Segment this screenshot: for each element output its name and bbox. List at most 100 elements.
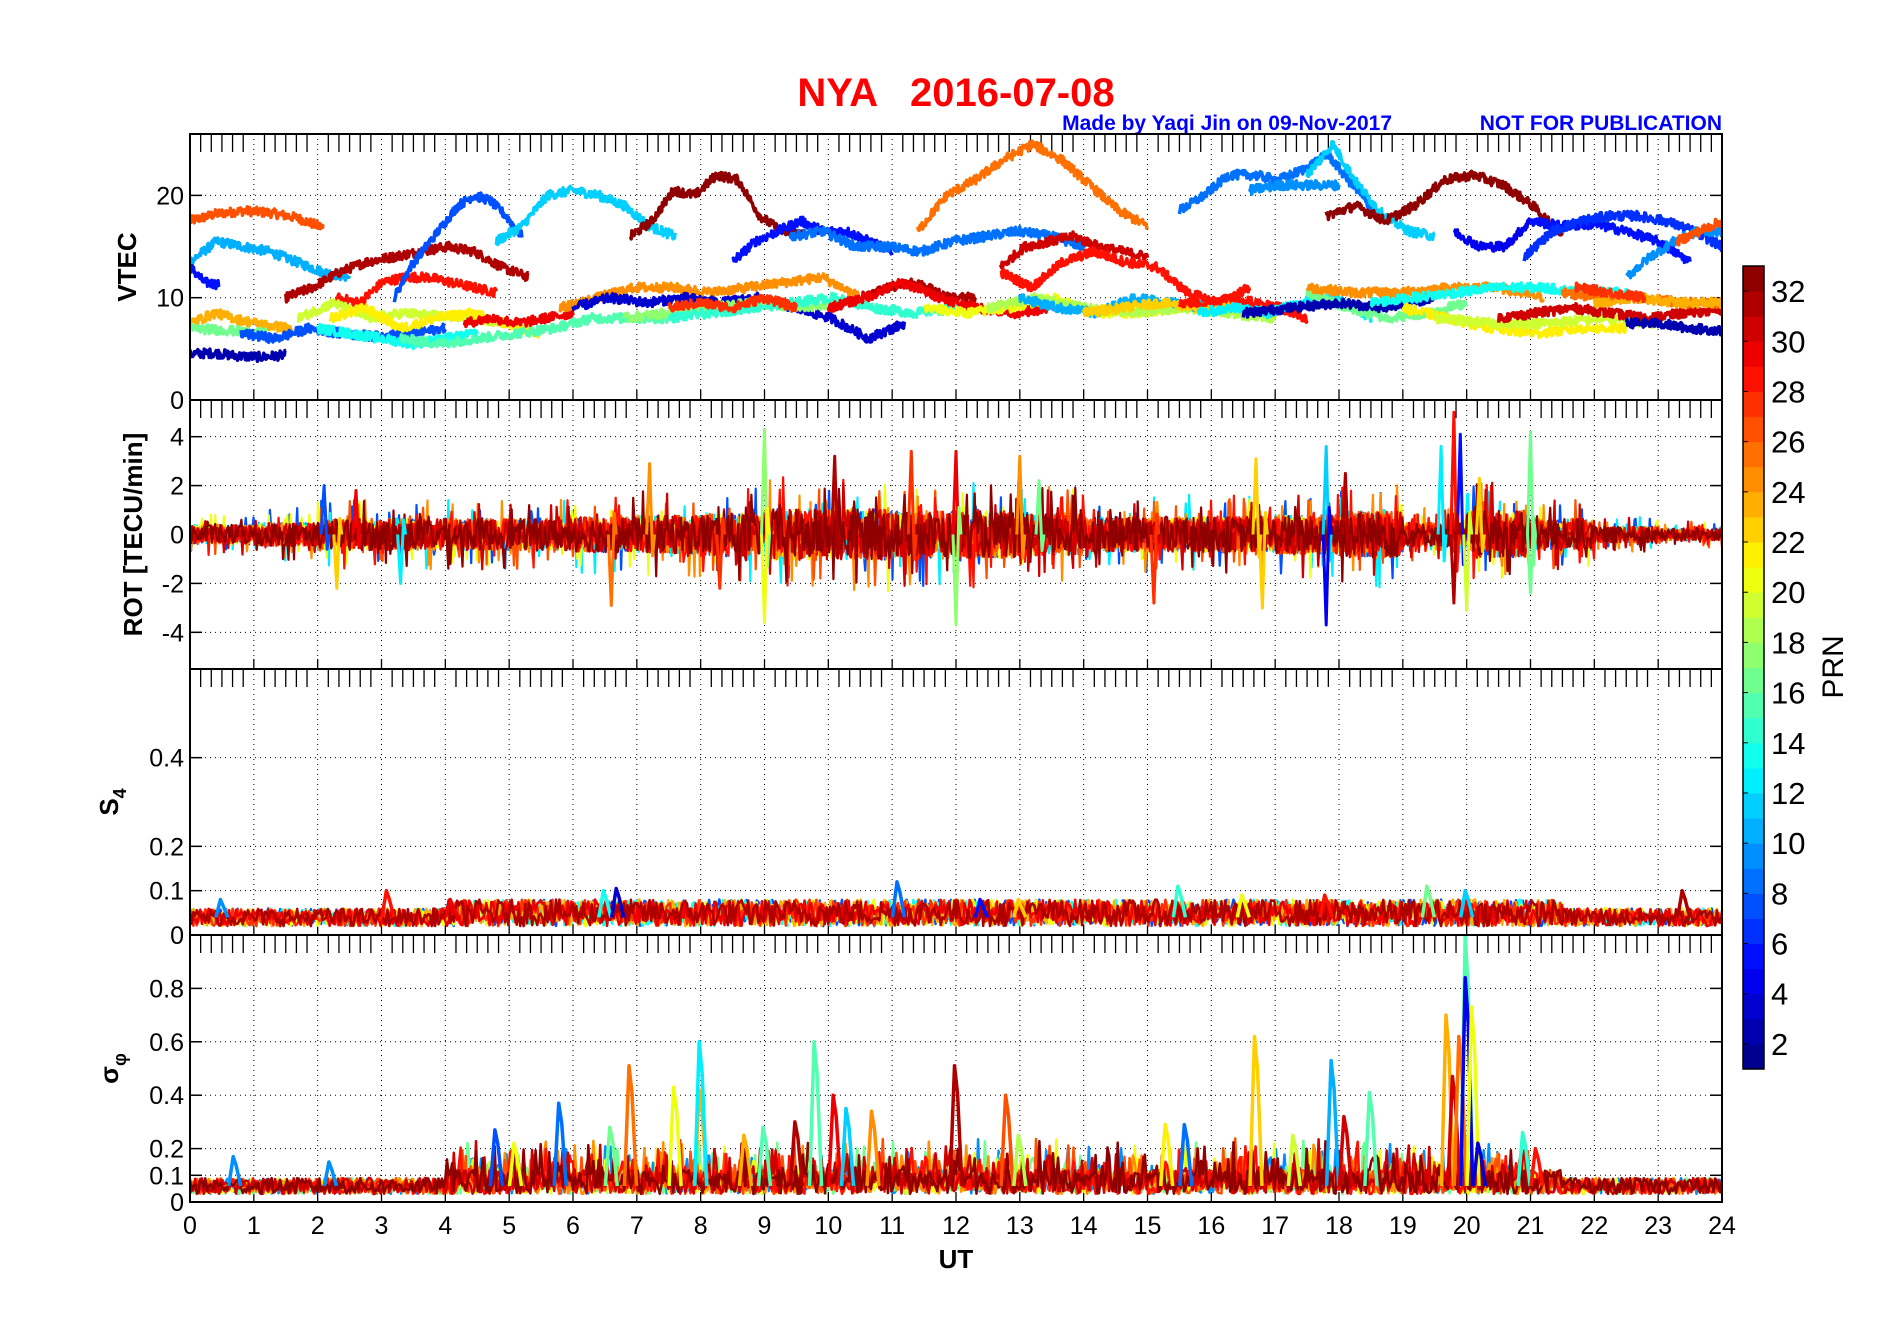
vtec-trace-prn-21	[328, 302, 543, 339]
colorbar-level	[1743, 767, 1764, 794]
y-tick-label: 2	[170, 473, 184, 501]
panel-rot: -4 -2 0 2 4 ROT [TECU/min]	[118, 399, 1723, 670]
data-sigma	[190, 935, 1722, 1196]
y-tick-label: -2	[162, 570, 184, 598]
rot-spike-prn-25	[606, 511, 618, 607]
rot-spike-prn-16	[1526, 430, 1537, 567]
colorbar-tick-label: 8	[1771, 876, 1788, 911]
s4-spike-prn-22	[1012, 897, 1028, 918]
colorbar-tick-label: 14	[1771, 726, 1805, 761]
colorbar-level	[1743, 291, 1764, 317]
sigma-spike-prn-9	[322, 1160, 339, 1187]
colorbar-level	[1743, 818, 1764, 844]
y-tick-label: 0.2	[149, 833, 184, 861]
sigma-spike-prn-30	[1446, 1074, 1462, 1187]
y-axis-label-vtec: VTEC	[112, 232, 142, 302]
colorbar-tick-label: 26	[1771, 425, 1805, 460]
colorbar-tick-label: 30	[1771, 324, 1805, 359]
y-axis-label-text: VTEC	[112, 232, 142, 302]
x-tick-label: 14	[1070, 1212, 1098, 1240]
x-tick-label: 15	[1134, 1212, 1162, 1240]
colorbar-level	[1743, 642, 1764, 668]
colorbar-tick-label: 6	[1771, 927, 1788, 962]
panel-sigma: 00.10.2 0.4 0.6 0.8 σφ	[94, 934, 1723, 1217]
vtec-trace-prn-30	[1496, 302, 1722, 325]
subtitle-notice: NOT FOR PUBLICATION	[1480, 112, 1722, 135]
colorbar-level	[1743, 943, 1764, 970]
colorbar-level	[1743, 918, 1764, 945]
colorbar-tick-label: 18	[1771, 625, 1805, 660]
sigma-spike-prn-18	[1012, 1133, 1028, 1187]
sigma-spike-prn-14	[1516, 1130, 1532, 1187]
x-tick-label: 3	[375, 1212, 389, 1240]
x-tick-label: 6	[566, 1212, 580, 1240]
colorbar-tick-label: 24	[1771, 475, 1805, 510]
sigma-spike-prn-8	[552, 1101, 568, 1187]
vtec-trace-prn-32	[628, 170, 805, 241]
panel-s4: 0 0.1 0.2 0.4 S4	[94, 668, 1723, 950]
s4-spike-prn-8	[890, 880, 907, 918]
vtec-trace-prn-25	[915, 139, 1150, 233]
s4-spike-prn-9	[214, 897, 230, 918]
colorbar-tick-label: 28	[1771, 374, 1805, 409]
colorbar-tick-label: 32	[1771, 274, 1805, 309]
rot-spike-prn-16	[1526, 515, 1537, 595]
vtec-trace-prn-5	[190, 264, 221, 291]
colorbar-level	[1743, 391, 1764, 418]
colorbar-level	[1743, 516, 1764, 543]
sigma-spike-prn-9	[226, 1154, 243, 1187]
vtec-trace-prn-30	[999, 230, 1150, 270]
data-rot	[190, 410, 1722, 627]
rot-spike-prn-17	[951, 505, 963, 627]
x-tick-label: 18	[1325, 1212, 1353, 1240]
rot-spike-prn-12	[1436, 445, 1448, 563]
colorbar-level	[1743, 893, 1764, 919]
colorbar-tick-label: 22	[1771, 525, 1805, 560]
rot-spike-prn-17	[760, 427, 771, 568]
x-tick-label: 8	[694, 1212, 708, 1240]
rot-spike-prn-29	[351, 489, 363, 550]
colorbar-tick-label: 12	[1771, 776, 1805, 811]
rot-spike-prn-27	[1149, 512, 1161, 605]
x-tick-label: 9	[758, 1212, 772, 1240]
vtec-trace-prn-26	[190, 205, 326, 231]
sigma-spike-prn-22	[1248, 1034, 1264, 1187]
y-tick-label: 4	[170, 424, 184, 452]
vtec-trace-prn-28	[335, 271, 499, 309]
rot-spike-prn-27	[715, 516, 727, 590]
rot-spike-prn-31	[1340, 471, 1352, 555]
x-tick-label: 5	[502, 1212, 516, 1240]
colorbar-level	[1743, 416, 1764, 443]
sigma-spike-prn-30	[1337, 1114, 1354, 1187]
colorbar-tick-label: 10	[1771, 826, 1805, 861]
sigma-spike-prn-11	[839, 1106, 856, 1187]
rot-spike-prn-16	[1034, 479, 1046, 553]
x-tick-label: 19	[1389, 1212, 1417, 1240]
panel-frame	[189, 668, 1723, 936]
vtec-trace-prn-10	[190, 236, 352, 282]
s4-spike-prn-28	[380, 888, 396, 918]
colorbar-level	[1743, 792, 1764, 819]
colorbar-tick-label: 20	[1771, 575, 1805, 610]
colorbar-level	[1743, 617, 1764, 643]
s4-spike-prn-13	[597, 888, 613, 918]
vtec-trace-prn-5	[731, 215, 894, 263]
y-axis-label-subscript: 4	[110, 788, 130, 798]
x-tick-label: 24	[1708, 1212, 1736, 1240]
vtec-trace-prn-2	[1624, 317, 1722, 337]
s4-spike-prn-20	[1235, 893, 1251, 918]
colorbar-label: PRN	[1817, 635, 1850, 698]
panel-vtec: 0 10 20 VTEC	[112, 133, 1723, 415]
x-tick-label: 21	[1517, 1212, 1545, 1240]
subtitle-author: Made by Yaqi Jin on 09-Nov-2017	[1062, 112, 1392, 135]
y-axis-label-subscript: φ	[110, 1053, 130, 1066]
x-tick-label: 22	[1580, 1212, 1608, 1240]
s4-spike-prn-28	[1318, 893, 1334, 918]
x-tick-label: 1	[247, 1212, 261, 1240]
sigma-spike-prn-15	[756, 1125, 773, 1187]
vtec-trace-prn-28	[999, 246, 1252, 309]
vtec-trace-prn-24	[558, 272, 862, 313]
rot-spike-prn-11	[1321, 445, 1333, 563]
y-axis-label-text: S	[94, 798, 124, 815]
